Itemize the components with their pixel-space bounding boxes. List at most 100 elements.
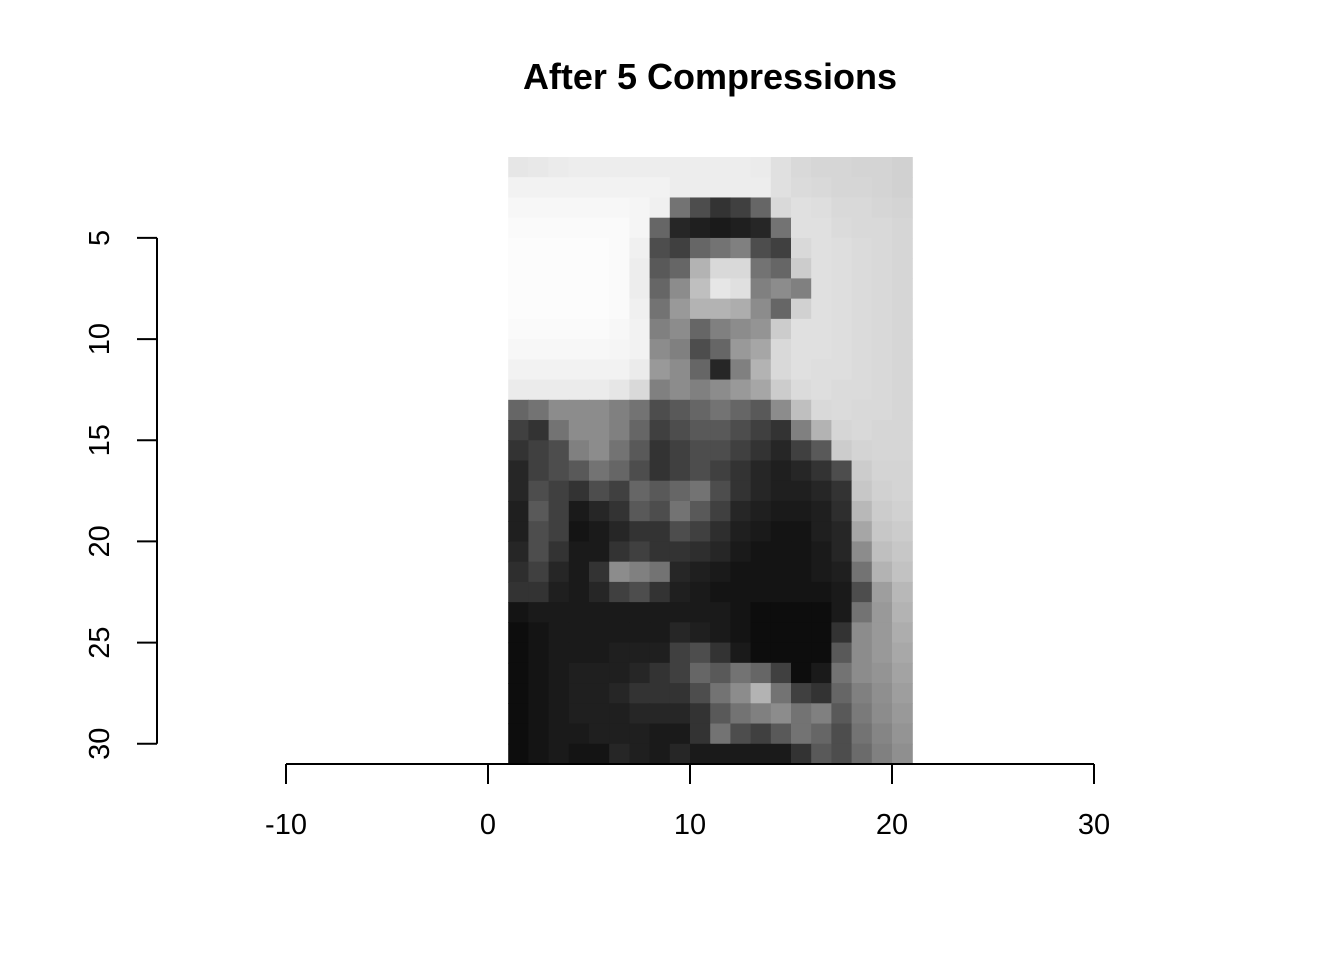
heatmap-cell bbox=[770, 420, 792, 441]
heatmap-cell bbox=[770, 177, 792, 199]
heatmap-cell bbox=[690, 197, 711, 219]
heatmap-cell bbox=[528, 723, 550, 745]
heatmap-cell bbox=[892, 602, 913, 623]
heatmap-cell bbox=[589, 217, 610, 239]
heatmap-cell bbox=[851, 723, 873, 745]
heatmap-cell bbox=[629, 278, 651, 300]
heatmap-cell bbox=[548, 278, 570, 300]
heatmap-cell bbox=[831, 258, 853, 279]
heatmap-cell bbox=[770, 217, 792, 239]
heatmap-cell bbox=[690, 379, 711, 401]
heatmap-cell bbox=[770, 298, 792, 320]
heatmap-cell bbox=[649, 581, 671, 603]
y-tick-label: 20 bbox=[84, 525, 116, 557]
heatmap-cell bbox=[609, 339, 630, 360]
heatmap-cell bbox=[851, 237, 873, 259]
heatmap-cell bbox=[770, 318, 792, 340]
heatmap-cell bbox=[710, 440, 731, 462]
heatmap-cell bbox=[750, 440, 772, 462]
heatmap-cell bbox=[629, 217, 651, 239]
heatmap-cell bbox=[508, 379, 529, 401]
heatmap-cell bbox=[690, 602, 711, 623]
heatmap-cell bbox=[649, 197, 671, 219]
heatmap-cell bbox=[589, 460, 610, 482]
heatmap-cell bbox=[528, 237, 550, 259]
heatmap-cell bbox=[871, 157, 893, 178]
heatmap-cell bbox=[669, 197, 691, 219]
heatmap-cell bbox=[589, 703, 610, 725]
heatmap-cell bbox=[690, 359, 711, 381]
heatmap-cell bbox=[770, 379, 792, 401]
heatmap-cell bbox=[811, 561, 832, 583]
heatmap-cell bbox=[730, 197, 752, 219]
heatmap-cell bbox=[690, 318, 711, 340]
heatmap-cell bbox=[851, 177, 873, 199]
heatmap-cell bbox=[548, 157, 570, 178]
heatmap-cell bbox=[871, 379, 893, 401]
heatmap-cell bbox=[669, 622, 691, 644]
heatmap-cell bbox=[548, 298, 570, 320]
heatmap-cell bbox=[649, 703, 671, 725]
heatmap-cell bbox=[851, 359, 873, 381]
y-tick-label: 10 bbox=[84, 323, 116, 355]
heatmap-cell bbox=[730, 359, 752, 381]
heatmap-cell bbox=[831, 197, 853, 219]
heatmap-cell bbox=[508, 217, 529, 239]
heatmap-cell bbox=[609, 237, 630, 259]
heatmap-cell bbox=[690, 217, 711, 239]
heatmap-cell bbox=[811, 460, 832, 482]
heatmap-cell bbox=[892, 298, 913, 320]
heatmap-cell bbox=[710, 622, 731, 644]
heatmap-cell bbox=[528, 298, 550, 320]
heatmap-cell bbox=[851, 379, 873, 401]
heatmap-cell bbox=[710, 420, 731, 441]
heatmap-cell bbox=[730, 521, 752, 543]
heatmap-cell bbox=[710, 399, 731, 421]
heatmap-cell bbox=[892, 258, 913, 279]
heatmap-cell bbox=[649, 217, 671, 239]
heatmap-cell bbox=[851, 339, 873, 360]
heatmap-cell bbox=[831, 703, 853, 725]
heatmap-cell bbox=[548, 521, 570, 543]
heatmap-cell bbox=[690, 258, 711, 279]
heatmap-cell bbox=[589, 662, 610, 684]
heatmap-cell bbox=[750, 723, 772, 745]
heatmap-cell bbox=[750, 157, 772, 178]
heatmap-cell bbox=[669, 217, 691, 239]
heatmap-cell bbox=[568, 622, 590, 644]
heatmap-cell bbox=[811, 278, 832, 300]
heatmap-cell bbox=[649, 298, 671, 320]
heatmap-cell bbox=[811, 622, 832, 644]
heatmap-cell bbox=[811, 157, 832, 178]
heatmap-cell bbox=[710, 157, 731, 178]
heatmap-cell bbox=[811, 237, 832, 259]
heatmap-cell bbox=[528, 420, 550, 441]
heatmap-cell bbox=[649, 561, 671, 583]
heatmap-cell bbox=[871, 743, 893, 765]
heatmap-cell bbox=[528, 561, 550, 583]
heatmap-cell bbox=[831, 359, 853, 381]
heatmap-cell bbox=[669, 500, 691, 522]
heatmap-cell bbox=[629, 541, 651, 563]
heatmap-cell bbox=[568, 298, 590, 320]
heatmap-cell bbox=[750, 318, 772, 340]
heatmap-cell bbox=[730, 480, 752, 502]
heatmap-cell bbox=[851, 420, 873, 441]
heatmap-cell bbox=[710, 723, 731, 745]
heatmap-cell bbox=[568, 642, 590, 664]
heatmap-cell bbox=[528, 278, 550, 300]
heatmap-cell bbox=[710, 298, 731, 320]
heatmap-cell bbox=[589, 237, 610, 259]
heatmap-cell bbox=[892, 683, 913, 704]
heatmap-cell bbox=[831, 339, 853, 360]
heatmap-cell bbox=[690, 743, 711, 765]
heatmap-cell bbox=[871, 460, 893, 482]
heatmap-cell bbox=[508, 561, 529, 583]
heatmap-cell bbox=[528, 359, 550, 381]
heatmap-cell bbox=[851, 197, 873, 219]
heatmap-cell bbox=[669, 258, 691, 279]
heatmap-cell bbox=[811, 602, 832, 623]
heatmap-cell bbox=[791, 440, 812, 462]
heatmap-cell bbox=[730, 318, 752, 340]
heatmap-cell bbox=[528, 642, 550, 664]
